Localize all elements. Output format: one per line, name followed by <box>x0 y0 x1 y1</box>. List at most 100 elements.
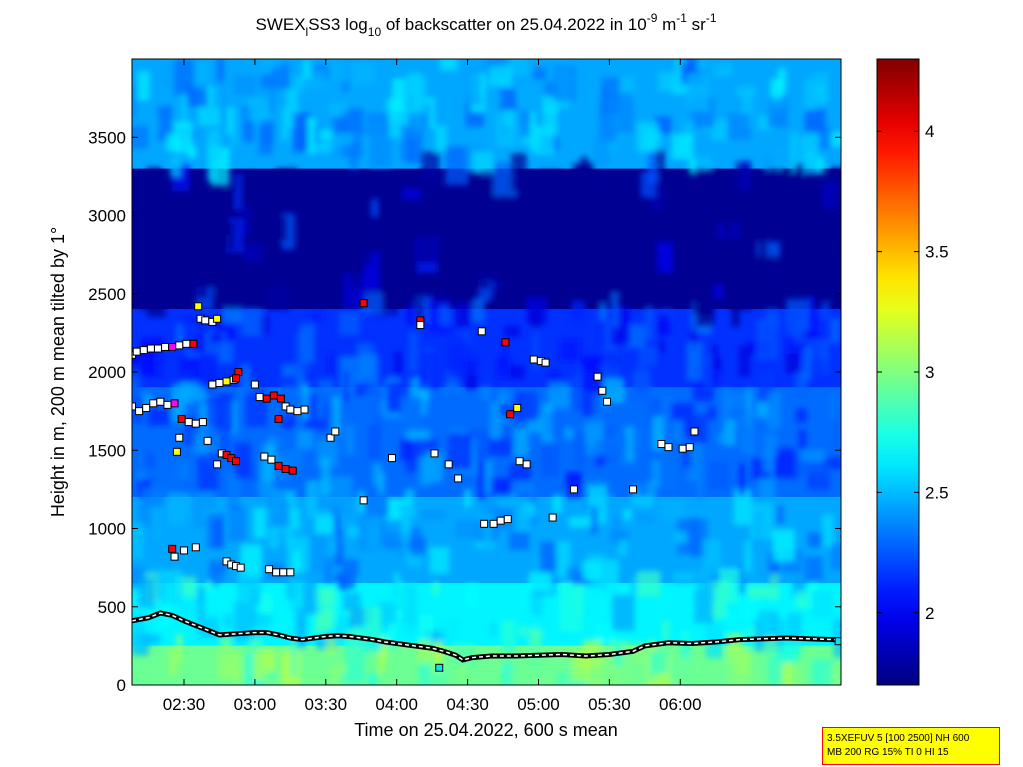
heatmap-texture-cell <box>292 550 301 574</box>
heatmap-texture-cell <box>146 453 154 468</box>
x-axis: 02:30 03:00 03:30 04:00 04:30 05:00 05:30 06:00 <box>163 59 702 714</box>
heatmap-texture-cell <box>712 601 726 618</box>
heatmap-texture-cell <box>370 198 379 218</box>
heatmap-texture-cell <box>332 117 345 139</box>
heatmap-texture-cell <box>812 93 821 118</box>
heatmap-texture-cell <box>783 662 792 685</box>
heatmap-texture-cell <box>132 125 149 149</box>
heatmap-texture-cell <box>354 237 373 265</box>
cloud-marker <box>269 391 278 400</box>
cloud-marker <box>179 546 188 555</box>
heatmap-texture-cell <box>559 339 581 361</box>
heatmap-texture-cell <box>803 347 811 381</box>
x-tick-label: 05:00 <box>517 695 560 714</box>
cloud-marker <box>213 314 222 323</box>
heatmap-texture-cell <box>682 205 705 223</box>
heatmap-texture-cell <box>749 502 773 540</box>
heatmap-texture-cell <box>462 329 471 344</box>
heatmap-texture-cell <box>595 623 617 643</box>
heatmap-texture-cell <box>333 396 341 436</box>
heatmap-texture-cell <box>166 133 179 152</box>
cloud-marker <box>170 552 179 561</box>
heatmap-texture-cell <box>830 318 841 344</box>
heatmap-texture-cell <box>228 505 246 542</box>
heatmap-texture-cell <box>612 594 635 631</box>
cloud-marker <box>834 637 841 646</box>
heatmap-texture-cell <box>631 495 654 507</box>
colorbar-tick-label: 2.5 <box>925 483 949 502</box>
cloud-marker <box>260 452 269 461</box>
cloud-marker <box>231 457 240 466</box>
heatmap-texture-cell <box>419 614 433 642</box>
heatmap-texture-cell <box>601 77 619 116</box>
heatmap-texture-cell <box>455 520 478 539</box>
heatmap-texture-cell <box>758 478 776 508</box>
heatmap-texture-cell <box>219 421 230 455</box>
heatmap-texture-cell <box>594 137 609 165</box>
cloud-marker <box>177 414 186 423</box>
heatmap-texture-cell <box>501 662 515 685</box>
heatmap-texture-cell <box>621 200 628 227</box>
heatmap-texture-cell <box>669 657 693 681</box>
heatmap-texture-cell <box>268 526 280 549</box>
heatmap-texture-cell <box>533 236 558 259</box>
cloud-marker <box>139 346 148 355</box>
heatmap-texture-cell <box>811 659 833 685</box>
cloud-marker <box>208 380 217 389</box>
heatmap-texture-cell <box>392 78 405 112</box>
heatmap-texture-cell <box>742 91 753 127</box>
heatmap-texture-cell <box>328 60 343 94</box>
heatmap-texture-cell <box>587 162 595 181</box>
heatmap-texture-cell <box>740 414 755 454</box>
heatmap-texture-cell <box>330 194 348 233</box>
heatmap-texture-cell <box>568 516 591 528</box>
cloud-marker <box>477 327 486 336</box>
heatmap-texture-cell <box>465 583 478 608</box>
cloud-marker <box>359 496 368 505</box>
heatmap-texture-cell <box>574 169 583 210</box>
heatmap-texture-cell <box>342 592 361 611</box>
heatmap-texture-cell <box>785 193 794 222</box>
heatmap-texture-cell <box>656 314 670 336</box>
y-tick-label: 3000 <box>88 207 126 226</box>
heatmap-texture-cell <box>756 402 769 419</box>
heatmap-texture-cell <box>472 298 485 323</box>
heatmap-texture-cell <box>367 673 377 685</box>
heatmap-texture-cell <box>478 461 487 501</box>
heatmap-texture-cell <box>482 385 491 401</box>
heatmap-texture-cell <box>317 224 324 235</box>
cloud-marker <box>678 444 687 453</box>
heatmap-texture-cell <box>727 113 751 140</box>
heatmap-texture-cell <box>830 544 841 570</box>
heatmap-texture-cell <box>454 301 472 328</box>
cloud-marker <box>548 513 557 522</box>
heatmap-texture-cell <box>178 602 199 617</box>
heatmap-texture-cell <box>317 379 335 405</box>
x-tick-label: 02:30 <box>163 695 206 714</box>
heatmap-texture-cell <box>559 581 579 601</box>
heatmap-texture-cell <box>181 282 192 298</box>
cloud-marker <box>194 302 203 311</box>
heatmap-texture-cell <box>334 530 343 565</box>
heatmap-texture-cell <box>261 592 273 615</box>
heatmap-texture-cell <box>809 270 831 291</box>
cloud-marker <box>135 407 144 416</box>
heatmap-texture-cell <box>829 166 841 189</box>
cloud-marker <box>198 418 207 427</box>
heatmap-texture-cell <box>402 584 418 625</box>
heatmap-texture-cell <box>651 459 661 488</box>
heatmap-texture-cell <box>813 462 830 492</box>
heatmap-texture-cell <box>156 348 180 375</box>
y-tick-label: 1000 <box>88 520 126 539</box>
heatmap-texture-cell <box>206 256 226 267</box>
x-tick-label: 05:30 <box>588 695 631 714</box>
heatmap-texture-cell <box>290 639 298 677</box>
heatmap-texture-cell <box>302 383 310 420</box>
heatmap-texture-cell <box>420 388 428 415</box>
cloud-marker <box>496 516 505 525</box>
heatmap-texture-cell <box>152 245 164 261</box>
cloud-marker <box>213 460 222 469</box>
cloud-marker <box>274 461 283 470</box>
heatmap-texture-cell <box>266 215 288 242</box>
cloud-marker <box>184 418 193 427</box>
